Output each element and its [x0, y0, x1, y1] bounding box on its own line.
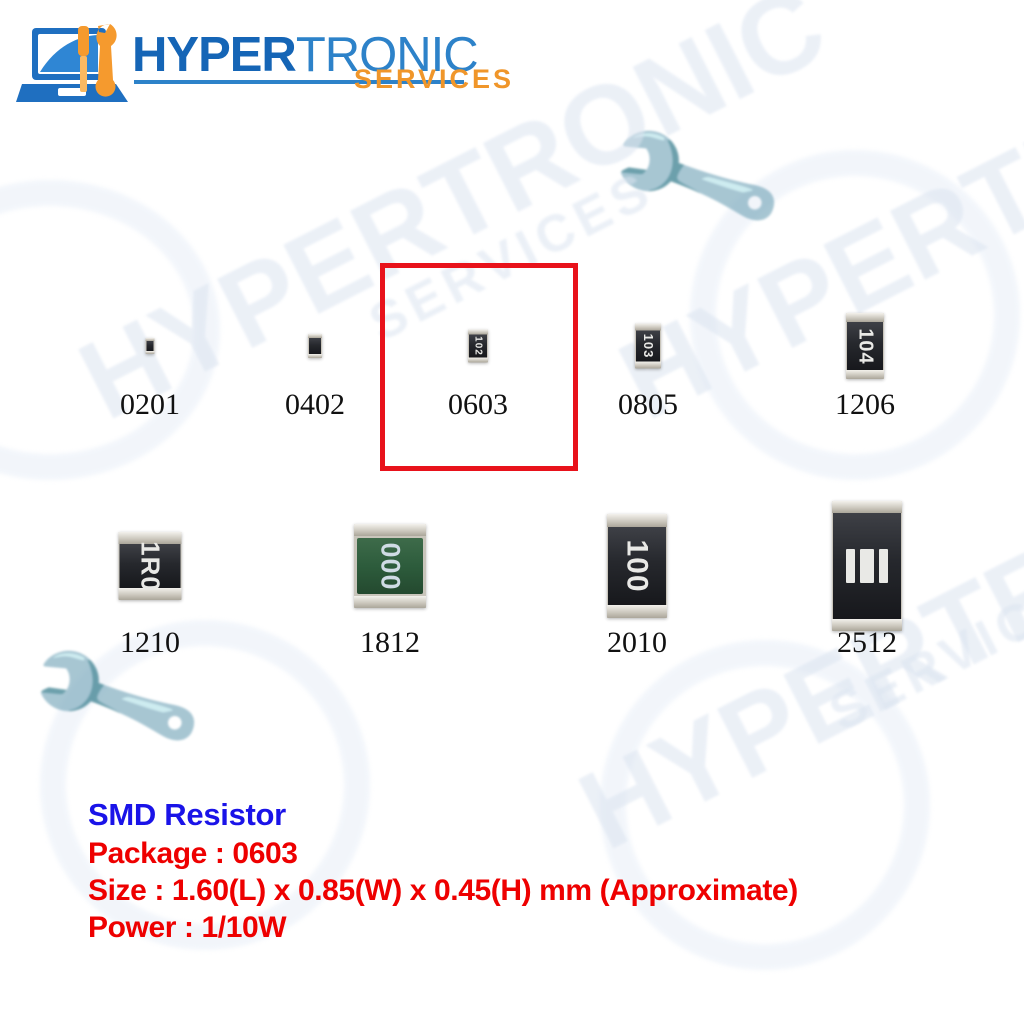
chip-terminal [832, 501, 902, 513]
chip-body: 102 [469, 334, 487, 358]
package-label-2512: 2512 [837, 626, 897, 659]
chip-marking-text: 000 [375, 541, 406, 591]
highlight-box-0603 [380, 263, 578, 471]
package-label-0201: 0201 [120, 388, 180, 421]
package-label-1206: 1206 [835, 388, 895, 421]
smd-resistor-1206: 104 [846, 313, 884, 379]
chip-terminal [846, 313, 884, 322]
chip-marking-text: 1R0 [135, 540, 166, 592]
package-label-0603: 0603 [448, 388, 508, 421]
chip-body: 100 [608, 527, 666, 605]
laptop-tools-logo-icon [16, 23, 128, 102]
smd-resistor-0402 [308, 334, 322, 358]
spec-package: Package : 0603 [88, 837, 298, 870]
logo-wordmark: HYPERTRONIC SERVICES [132, 18, 511, 94]
chip-marking-text: 103 [640, 333, 656, 359]
smd-resistor-2010: 100 [607, 514, 667, 618]
spec-title: SMD Resistor [88, 797, 286, 832]
chip-body: 103 [636, 330, 660, 362]
chip-marking-text: 104 [854, 327, 877, 365]
spec-block: SMD Resistor Package : 0603 Size : 1.60(… [88, 795, 798, 946]
logo-name-part1: HYPER [132, 28, 297, 82]
spec-power: Power : 1/10W [88, 911, 287, 944]
package-label-1210: 1210 [120, 626, 180, 659]
chip-body [833, 513, 901, 619]
chip-terminal [832, 619, 902, 631]
chip-marking-bars [846, 549, 888, 583]
chip-terminal [308, 354, 322, 358]
package-label-1812: 1812 [360, 626, 420, 659]
spec-size: Size : 1.60(L) x 0.85(W) x 0.45(H) mm (A… [88, 874, 798, 907]
chip-terminal [468, 329, 488, 335]
chip-body: 000 [357, 538, 423, 594]
chip-terminal [354, 596, 426, 608]
chip-terminal [607, 605, 667, 618]
chip-terminal [354, 524, 426, 536]
chip-terminal [846, 370, 884, 379]
smd-resistor-1210: 1R0 [118, 532, 182, 600]
chip-marking-text: 100 [621, 539, 654, 593]
smd-resistor-0805: 103 [635, 323, 661, 369]
chip-terminal [635, 361, 661, 369]
chip-body: 1R0 [119, 541, 181, 591]
smd-resistor-2512 [832, 501, 902, 631]
chip-terminal [635, 323, 661, 331]
chip-terminal [118, 532, 182, 544]
smd-resistor-1812: 000 [354, 524, 426, 608]
chip-body [309, 338, 321, 354]
chip-body [146, 341, 154, 351]
logo-name-part2: TRONIC [295, 28, 479, 82]
smd-resistor-0603: 102 [468, 329, 488, 363]
chip-terminal [145, 351, 155, 354]
chip-terminal [118, 588, 182, 600]
chip-terminal [308, 334, 322, 338]
smd-resistor-0201 [145, 338, 155, 354]
chip-terminal [468, 357, 488, 363]
chip-body: 104 [847, 322, 883, 370]
chip-terminal [145, 338, 155, 341]
package-label-0402: 0402 [285, 388, 345, 421]
logo-divider [134, 80, 464, 84]
package-label-0805: 0805 [618, 388, 678, 421]
logo-tagline: SERVICES [354, 64, 515, 94]
package-label-2010: 2010 [607, 626, 667, 659]
chip-terminal [607, 514, 667, 527]
brand-logo: HYPERTRONIC SERVICES [16, 18, 511, 118]
